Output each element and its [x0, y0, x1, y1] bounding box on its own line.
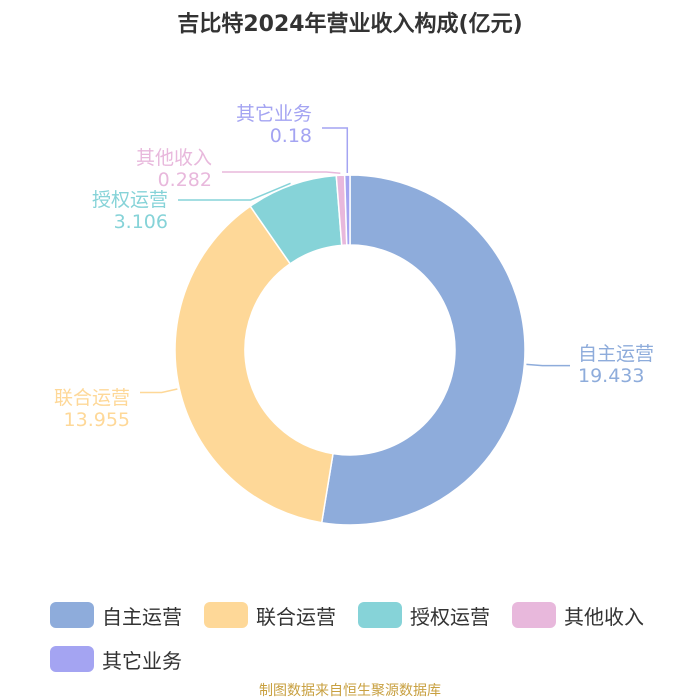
slice-value-3: 3.106 — [114, 211, 168, 233]
legend-label: 其它业务 — [102, 648, 182, 673]
leader-line-3 — [178, 182, 291, 201]
slice-label-2: 联合运营 — [54, 387, 130, 409]
legend-swatch — [512, 602, 556, 628]
slice-value-1: 19.433 — [578, 365, 644, 387]
legend-item-4[interactable]: 其他收入 — [512, 600, 644, 630]
legend-swatch — [50, 646, 94, 672]
legend-label: 授权运营 — [410, 604, 490, 629]
source-note: 制图数据来自恒生聚源数据库 — [259, 683, 441, 699]
legend-item-5[interactable]: 其它业务 — [50, 644, 182, 674]
slice-value-2: 13.955 — [64, 409, 130, 431]
legend-label: 其他收入 — [564, 604, 644, 629]
pie-slice-1 — [320, 174, 526, 526]
legend-label: 自主运营 — [102, 604, 182, 629]
slice-value-5: 0.18 — [270, 125, 312, 147]
slice-label-3: 授权运营 — [92, 189, 168, 211]
leader-line-2 — [140, 388, 178, 394]
legend-item-2[interactable]: 联合运营 — [204, 600, 336, 630]
leader-line-4 — [222, 171, 341, 175]
chart-legend: 自主运营 联合运营 授权运营 其他收入其它业务 — [50, 600, 670, 674]
legend-swatch — [204, 602, 248, 628]
legend-swatch — [358, 602, 402, 628]
slice-label-5: 其它业务 — [236, 103, 312, 125]
legend-item-1[interactable]: 自主运营 — [50, 600, 182, 630]
slice-label-1: 自主运营 — [578, 343, 654, 365]
slice-value-4: 0.282 — [158, 169, 212, 191]
legend-label: 联合运营 — [256, 604, 336, 629]
legend-item-3[interactable]: 授权运营 — [358, 600, 490, 630]
slice-label-4: 其他收入 — [136, 147, 212, 169]
chart-title: 吉比特2024年营业收入构成(亿元) — [177, 12, 523, 37]
pie-slice-5 — [343, 174, 351, 246]
leader-line-1 — [526, 363, 570, 367]
pie-slice-2 — [174, 205, 334, 524]
leader-line-5 — [322, 127, 349, 174]
legend-swatch — [50, 602, 94, 628]
